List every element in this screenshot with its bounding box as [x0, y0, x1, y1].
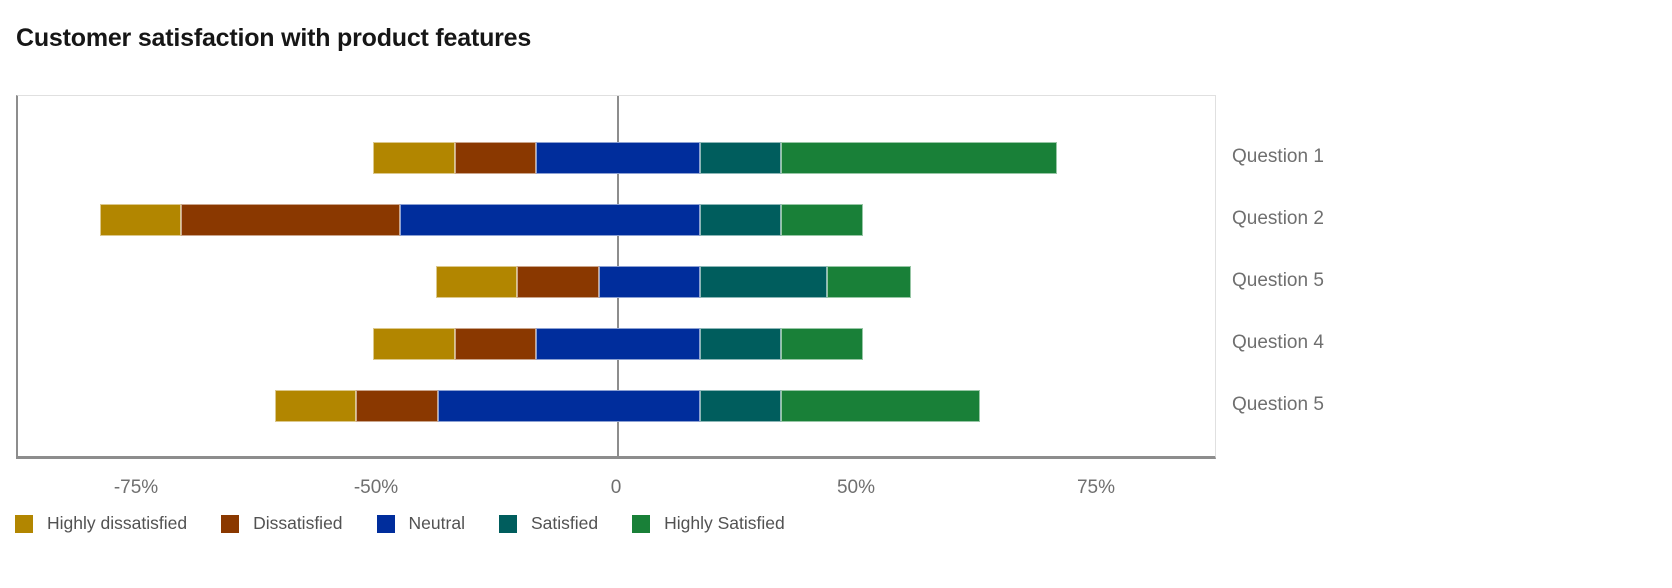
legend-item-highly-satisfied[interactable]: Highly Satisfied [632, 513, 785, 534]
category-label-1: Question 1 [1232, 146, 1324, 167]
x-tick-label--50-: -50% [353, 477, 399, 498]
bar-segment-satisfied[interactable] [699, 142, 782, 174]
legend-label: Dissatisfied [253, 513, 343, 533]
legend: Highly dissatisfied Dissatisfied Neutral Sa… [15, 513, 819, 534]
bar-row-question-2-2 [99, 204, 863, 236]
bar-row-question-4-4 [373, 328, 863, 360]
bar-segment-dissatisfied[interactable] [454, 328, 537, 360]
bar-row-question-5-5 [274, 390, 981, 422]
x-tick-label-50-: 50% [836, 477, 876, 498]
bar-segment-satisfied[interactable] [699, 204, 782, 236]
x-tick-label-0: 0 [610, 477, 622, 498]
bar-row-question-1-1 [373, 142, 1058, 174]
bar-segment-highly-dissatisfied[interactable] [373, 142, 455, 174]
legend-swatch-satisfied [498, 514, 517, 533]
legend-swatch-highly-satisfied [632, 514, 651, 533]
bar-segment-highly-dissatisfied[interactable] [99, 204, 182, 236]
legend-label: Satisfied [530, 513, 599, 533]
bar-segment-highly-satisfied[interactable] [826, 266, 911, 298]
category-label-4: Question 4 [1232, 332, 1324, 353]
bar-segment-dissatisfied[interactable] [181, 204, 400, 236]
legend-item-satisfied[interactable]: Satisfied [498, 513, 599, 534]
bar-segment-highly-dissatisfied[interactable] [274, 390, 357, 422]
bar-segment-satisfied[interactable] [699, 328, 782, 360]
legend-label: Highly dissatisfied [47, 513, 188, 533]
legend-swatch-dissatisfied [221, 514, 240, 533]
legend-item-dissatisfied[interactable]: Dissatisfied [221, 513, 343, 534]
legend-label: Highly Satisfied [664, 513, 785, 533]
bar-segment-highly-dissatisfied[interactable] [435, 266, 518, 298]
bar-segment-highly-satisfied[interactable] [781, 328, 863, 360]
bar-segment-neutral[interactable] [536, 142, 700, 174]
bar-segment-dissatisfied[interactable] [517, 266, 599, 298]
legend-label: Neutral [408, 513, 465, 533]
legend-swatch-neutral [376, 514, 395, 533]
category-label-2: Question 2 [1232, 208, 1324, 229]
bar-row-question-5-3 [435, 266, 911, 298]
bar-segment-neutral[interactable] [536, 328, 700, 360]
chart-title: Customer satisfaction with product featu… [16, 24, 532, 52]
bar-segment-satisfied[interactable] [699, 390, 782, 422]
x-tick-label-75-: 75% [1076, 477, 1116, 498]
bar-segment-neutral[interactable] [598, 266, 700, 298]
bar-segment-highly-satisfied[interactable] [781, 390, 981, 422]
bar-segment-highly-satisfied[interactable] [781, 204, 863, 236]
category-label-5: Question 5 [1232, 394, 1324, 415]
legend-swatch-highly-dissatisfied [15, 514, 33, 533]
bar-segment-dissatisfied[interactable] [454, 142, 537, 174]
bar-segment-neutral[interactable] [437, 390, 700, 422]
bar-segment-dissatisfied[interactable] [356, 390, 438, 422]
bar-segment-highly-dissatisfied[interactable] [373, 328, 455, 360]
bar-segment-highly-satisfied[interactable] [781, 142, 1058, 174]
plot-area [16, 95, 1216, 459]
bar-segment-satisfied[interactable] [699, 266, 827, 298]
legend-item-highly-dissatisfied[interactable]: Highly dissatisfied [15, 513, 187, 534]
x-tick-label--75-: -75% [113, 477, 159, 498]
bar-segment-neutral[interactable] [399, 204, 700, 236]
legend-item-neutral[interactable]: Neutral [376, 513, 465, 534]
category-label-3: Question 5 [1232, 270, 1324, 291]
